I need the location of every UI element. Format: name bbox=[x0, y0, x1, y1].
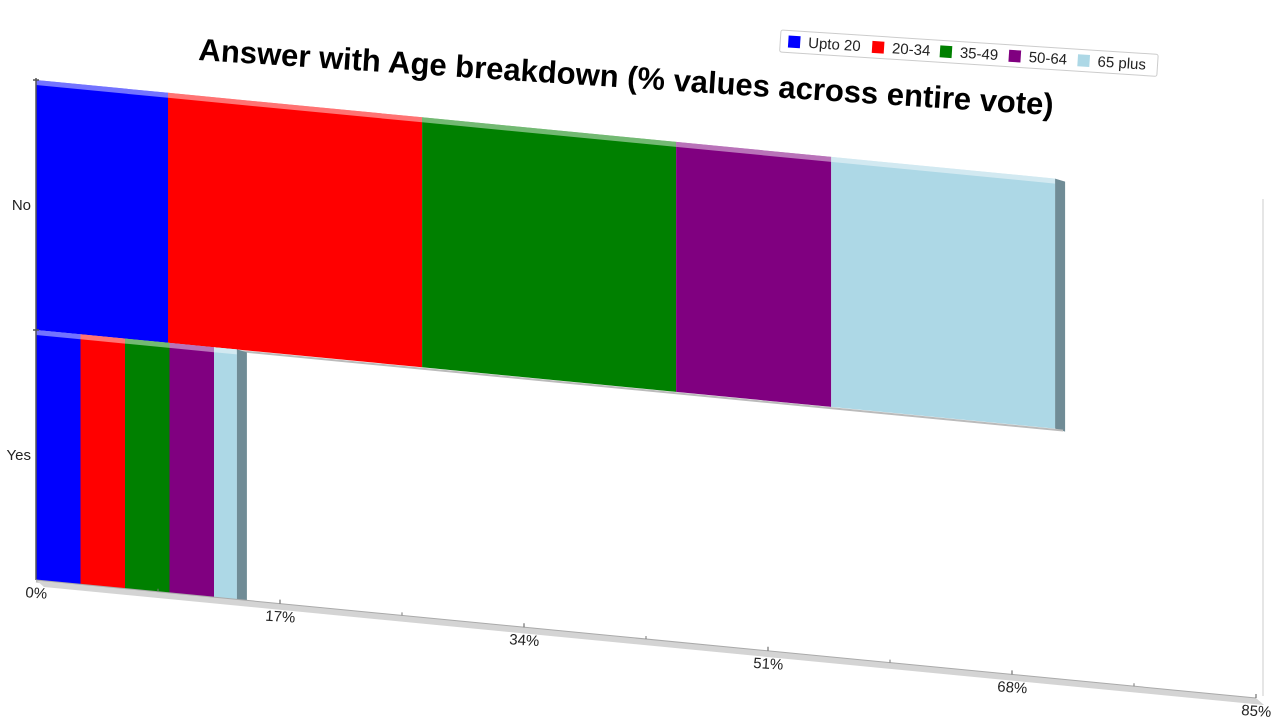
bar-face-yes-65-plus[interactable] bbox=[214, 347, 237, 600]
legend-label-65-plus: 65 plus bbox=[1097, 54, 1146, 74]
bar-yes-50-64[interactable] bbox=[169, 342, 215, 598]
bar-top-yes-50-64 bbox=[169, 342, 214, 353]
legend-label-20-34: 20-34 bbox=[891, 40, 930, 59]
legend-label-upto-20: Upto 20 bbox=[808, 35, 862, 55]
category-label-yes: Yes bbox=[7, 447, 31, 464]
bars-layer bbox=[35, 80, 1066, 603]
x-tick-label: 34% bbox=[509, 631, 540, 650]
axis-floor bbox=[36, 580, 1264, 705]
bar-face-no-upto-20[interactable] bbox=[36, 80, 168, 343]
x-tick-label: 0% bbox=[25, 584, 48, 602]
bar-top-no-35-49 bbox=[422, 117, 677, 147]
bar-side-no bbox=[1055, 178, 1066, 432]
legend-label-50-64: 50-64 bbox=[1028, 49, 1067, 68]
bar-yes-20-34[interactable] bbox=[80, 334, 126, 589]
bar-top-no-20-34 bbox=[168, 92, 423, 123]
bar-face-yes-35-49[interactable] bbox=[125, 338, 170, 593]
bar-top-yes-20-34 bbox=[80, 334, 125, 344]
legend-swatch-35-49 bbox=[939, 45, 953, 59]
bar-face-no-65-plus[interactable] bbox=[831, 156, 1056, 429]
legend-item-65-plus[interactable]: 65 plus bbox=[1077, 52, 1146, 74]
legend-item-35-49[interactable]: 35-49 bbox=[939, 43, 999, 64]
bar-face-no-35-49[interactable] bbox=[422, 117, 677, 392]
bar-top-yes-65-plus bbox=[214, 347, 237, 355]
bar-top-yes-upto-20 bbox=[36, 330, 81, 340]
legend-item-upto-20[interactable]: Upto 20 bbox=[787, 34, 862, 56]
bar-top-no-50-64 bbox=[676, 141, 832, 162]
legend[interactable]: Upto 20 20-34 35-49 50-64 65 plus bbox=[779, 29, 1159, 77]
bar-no-35-49[interactable] bbox=[422, 117, 677, 392]
bar-face-no-20-34[interactable] bbox=[168, 92, 423, 368]
bar-no-65-plus[interactable] bbox=[831, 156, 1066, 432]
bar-face-yes-50-64[interactable] bbox=[169, 342, 215, 598]
legend-item-20-34[interactable]: 20-34 bbox=[871, 39, 931, 60]
bar-yes-upto-20[interactable] bbox=[36, 330, 81, 585]
x-tick-label: 17% bbox=[265, 608, 296, 627]
bar-yes-65-plus[interactable] bbox=[214, 347, 247, 603]
legend-label-35-49: 35-49 bbox=[959, 45, 998, 64]
bar-no-50-64[interactable] bbox=[676, 141, 832, 407]
bar-yes-35-49[interactable] bbox=[125, 338, 170, 593]
bar-no-20-34[interactable] bbox=[168, 92, 423, 368]
bar-face-no-50-64[interactable] bbox=[676, 141, 832, 407]
bar-side-yes bbox=[236, 349, 247, 603]
x-tick-label: 68% bbox=[997, 678, 1028, 697]
legend-swatch-20-34 bbox=[871, 40, 885, 54]
axis-layer: No Yes 0% 17% 34% 51% 68% 85% bbox=[7, 78, 1272, 720]
bar-top-yes-35-49 bbox=[125, 338, 170, 348]
category-label-no: No bbox=[12, 197, 31, 214]
legend-swatch-upto-20 bbox=[787, 35, 801, 49]
x-tick-label: 85% bbox=[1241, 702, 1272, 720]
x-tick-label: 51% bbox=[753, 655, 784, 674]
bar-face-yes-upto-20[interactable] bbox=[36, 330, 81, 585]
bar-top-no-upto-20 bbox=[36, 80, 168, 98]
bar-no-upto-20[interactable] bbox=[36, 80, 168, 343]
legend-swatch-50-64 bbox=[1008, 49, 1022, 63]
legend-item-50-64[interactable]: 50-64 bbox=[1008, 48, 1068, 69]
bar-top-no-65-plus bbox=[831, 156, 1056, 184]
legend-swatch-65-plus bbox=[1077, 54, 1091, 67]
bar-face-yes-20-34[interactable] bbox=[80, 334, 126, 589]
